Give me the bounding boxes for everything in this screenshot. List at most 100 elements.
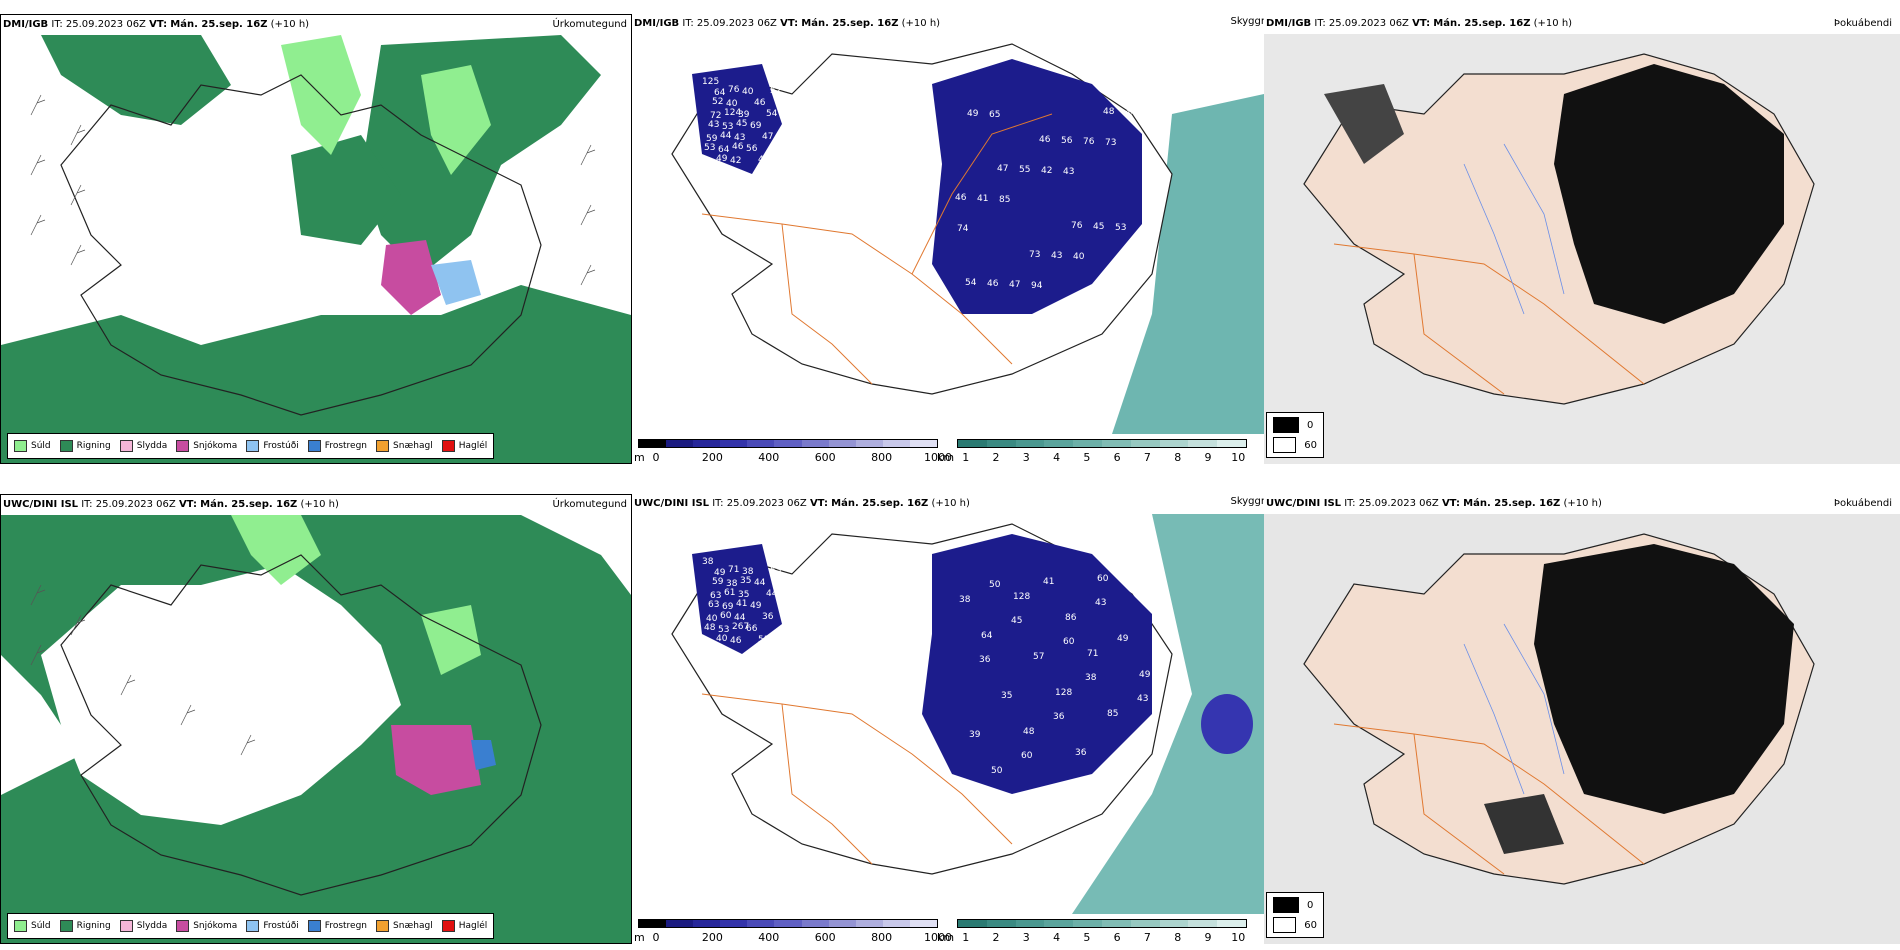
- visibility-value: 52: [770, 86, 781, 96]
- colorbar-tick: 800: [871, 931, 893, 944]
- sea-fog: [1112, 94, 1264, 434]
- colorbar-tick: 2: [992, 931, 1000, 944]
- legend-swatch: [14, 920, 27, 932]
- colorbar-segment: [986, 440, 1016, 447]
- panel-title: UWC/DINI ISL IT: 25.09.2023 06Z VT: Mán.…: [634, 498, 970, 509]
- fog-map: [1264, 514, 1900, 944]
- visibility-value: 36: [979, 655, 991, 665]
- visibility-value: 85: [1107, 709, 1118, 719]
- visibility-value: 50: [989, 580, 1001, 590]
- visibility-value: 64: [981, 631, 993, 641]
- colorbar-tick: 3: [1022, 931, 1030, 944]
- visibility-value: 69: [750, 121, 762, 131]
- visibility-value: 57: [1033, 652, 1044, 662]
- visibility-value: 40: [726, 99, 738, 109]
- colorbar-segment: [801, 920, 829, 927]
- colorbar-segment: [855, 440, 883, 447]
- precip-panel-top: DMI/IGB IT: 25.09.2023 06Z VT: Mán. 25.s…: [0, 14, 632, 464]
- legend-item: Súld: [14, 440, 51, 452]
- visibility-value: 60: [1127, 559, 1139, 569]
- legend-swatch: [246, 440, 260, 452]
- legend-item: Rigning: [59, 920, 111, 932]
- visibility-value: 128: [1055, 688, 1072, 698]
- legend-swatch: [307, 440, 321, 452]
- visibility-label: Skyggni: [1230, 16, 1264, 27]
- fog-panel-bottom: UWC/DINI ISL IT: 25.09.2023 06Z VT: Mán.…: [1264, 494, 1900, 944]
- visibility-value: 128: [1013, 592, 1030, 602]
- visibility-value: 36: [762, 612, 774, 622]
- low-vis-area: [692, 64, 782, 174]
- legend-label: Haglél: [458, 441, 488, 451]
- visibility-value: 59: [712, 577, 724, 587]
- colorbar-segment: [774, 440, 802, 447]
- colorbar-tick: 0: [652, 451, 660, 464]
- rain-area: [1, 285, 631, 463]
- visibility-value: 52: [712, 97, 723, 107]
- colorbar-tick: 5: [1083, 451, 1091, 464]
- visibility-numbers: 1256559437274649464735385404042494342395…: [702, 77, 1137, 291]
- colorbar-segment: [909, 920, 938, 927]
- legend-item: Haglél: [441, 440, 488, 452]
- colorbar-tick: 8: [1174, 931, 1182, 944]
- visibility-value: 40: [1073, 252, 1085, 262]
- fog-legend-bottom: 0 60: [1266, 892, 1324, 938]
- visibility-value: 72: [710, 111, 721, 121]
- visibility-value: 43: [1137, 694, 1148, 704]
- low-vis-area: [922, 534, 1152, 794]
- colorbar-segment: [828, 440, 856, 447]
- colorbar-tick: 7: [1143, 931, 1151, 944]
- visibility-value: 38: [742, 567, 754, 577]
- visibility-value: 64: [718, 145, 730, 155]
- visibility-value: 40: [716, 634, 728, 644]
- visibility-value: 48: [704, 623, 716, 633]
- visibility-value: 56: [746, 144, 758, 154]
- visibility-value: 56: [1061, 136, 1073, 146]
- legend-label: Súld: [31, 921, 51, 931]
- visibility-value: 73: [1105, 138, 1116, 148]
- fog-panel-top: DMI/IGB IT: 25.09.2023 06Z VT: Mán. 25.s…: [1264, 14, 1900, 464]
- visibility-value: 38: [959, 595, 971, 605]
- visibility-value: 53: [1115, 223, 1126, 233]
- fog-legend-top: 0 60: [1266, 412, 1324, 458]
- precip-type-label: Úrkomutegund: [552, 19, 627, 30]
- visibility-value: 35: [740, 576, 751, 586]
- legend-item: Slydda: [119, 920, 167, 932]
- colorbar-segment: [1130, 440, 1160, 447]
- visibility-value: 42: [758, 155, 769, 165]
- colorbar-tick: 1: [962, 931, 970, 944]
- colorbar-segment: [1015, 440, 1045, 447]
- legend-label: Frostúði: [263, 921, 299, 931]
- visibility-value: 63: [708, 600, 719, 610]
- legend-label: Slydda: [136, 441, 168, 451]
- colorbar-segment: [639, 920, 667, 927]
- rain-area: [41, 35, 231, 125]
- precip-map: [1, 35, 631, 463]
- visibility-value: 60: [1063, 637, 1075, 647]
- rivers: [1463, 143, 1565, 315]
- visibility-value: 44: [1125, 108, 1137, 118]
- colorbar-segment: [666, 440, 694, 447]
- precip-panel-bottom: UWC/DINI ISL IT: 25.09.2023 06Z VT: Mán.…: [0, 494, 632, 944]
- legend-item: Rigning: [59, 440, 111, 452]
- colorbar-tick: 10: [1231, 931, 1246, 944]
- visibility-value: 46: [955, 193, 967, 203]
- visibility-value: 40: [742, 87, 754, 97]
- legend-swatch: [441, 440, 455, 452]
- visibility-value: 124: [724, 108, 741, 118]
- height-colorbar: m 0 200 400 600 800 1000: [634, 919, 952, 944]
- colorbar-tick: 10: [1231, 451, 1246, 464]
- visibility-value: 38: [1085, 673, 1097, 683]
- visibility-value: 94: [1031, 281, 1043, 291]
- visibility-value: 38: [702, 557, 714, 567]
- precip-legend: Súld Rigning Slydda Snjókoma Frostúði Frostre…: [7, 913, 495, 939]
- visibility-panel-top: DMI/IGB IT: 25.09.2023 06Z VT: Mán. 25.s…: [632, 14, 1264, 464]
- visibility-value: 41: [736, 599, 747, 609]
- plain-area: [41, 565, 401, 825]
- visibility-value: 53: [704, 143, 715, 153]
- legend-swatch: [176, 920, 190, 932]
- colorbar-segment: [720, 920, 748, 927]
- visibility-value: 46: [1039, 135, 1051, 145]
- colorbar-tick: 1: [962, 451, 970, 464]
- drizzle-area: [231, 515, 321, 585]
- legend-swatch: [59, 440, 73, 452]
